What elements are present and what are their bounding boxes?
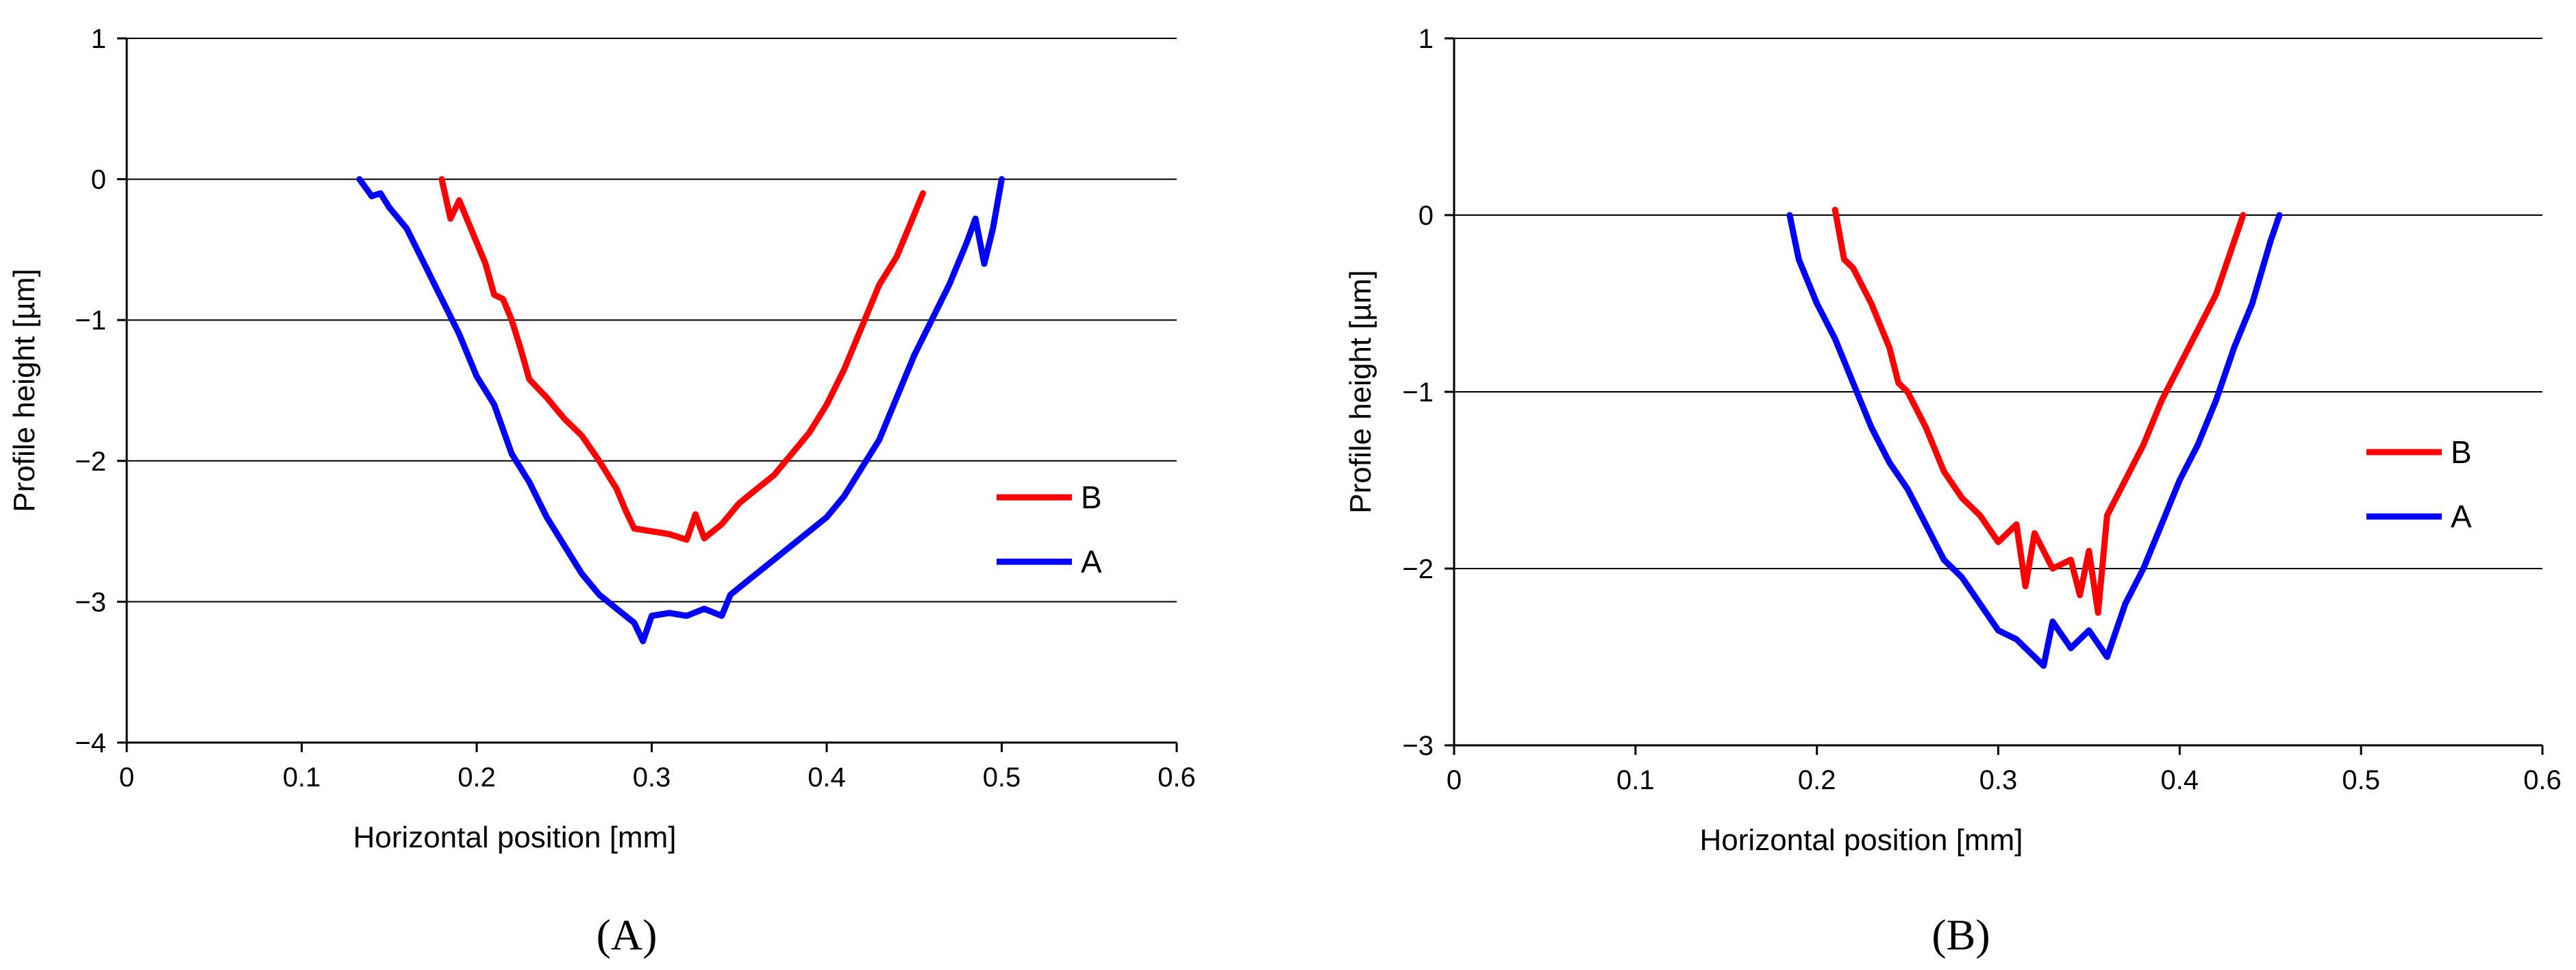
x-tick-label: 0.5 (983, 762, 1021, 793)
panel-label: (B) (1931, 910, 1990, 959)
series-line-a (356, 176, 1005, 645)
legend-label-a: A (2451, 499, 2472, 534)
series-line-b (438, 176, 926, 543)
y-tick-label: 1 (1418, 24, 1434, 54)
legend-label-b: B (2451, 434, 2472, 470)
y-tick-label: −3 (75, 587, 106, 617)
x-tick-label: 0.3 (633, 762, 671, 793)
x-tick-label: 0.2 (1798, 765, 1836, 795)
y-tick-label: −1 (75, 306, 106, 336)
x-tick-label: 0.5 (2342, 765, 2380, 795)
panel-label: (A) (597, 910, 658, 959)
x-axis-title: Horizontal position [mm] (1700, 823, 2023, 857)
x-tick-label: 0.4 (808, 762, 846, 793)
x-tick-label: 0.1 (283, 762, 321, 793)
series-line-b (1831, 206, 2247, 616)
x-tick-label: 0.3 (1979, 765, 2018, 795)
y-tick-label: 0 (91, 165, 106, 195)
x-axis-title: Horizontal position [mm] (353, 821, 677, 854)
chart-panel-b: 1 0 −1 −2 −3 0 0.1 0.2 0.3 0.4 0.5 0.6 Horizontal po… (1344, 24, 2562, 959)
series-line-a (1786, 212, 2283, 669)
y-tick-label: −2 (75, 447, 106, 477)
x-tick-label: 0.4 (2161, 765, 2199, 795)
y-tick-label: −4 (75, 728, 106, 758)
y-tick-label: −2 (1402, 554, 1434, 584)
legend-label-a: A (1081, 544, 1102, 580)
y-tick-label: 1 (91, 24, 106, 54)
y-tick-label: −1 (1402, 377, 1434, 408)
y-tick-label: 0 (1418, 201, 1434, 231)
y-axis-title: Profile height [µm] (1344, 270, 1377, 514)
y-axis-title: Profile height [µm] (8, 269, 41, 512)
x-tick-label: 0.1 (1616, 765, 1655, 795)
x-tick-label: 0 (1447, 765, 1462, 795)
x-tick-label: 0.2 (458, 762, 496, 793)
x-tick-label: 0.6 (1158, 762, 1196, 793)
x-tick-label: 0.6 (2523, 765, 2562, 795)
x-tick-label: 0 (119, 762, 134, 793)
chart-panel-a: 1 0 −1 −2 −3 −4 0 0.1 0.2 0.3 0.4 0.5 0.6 Horizontal … (8, 24, 1196, 959)
y-tick-label: −3 (1402, 731, 1434, 761)
legend-label-b: B (1081, 480, 1102, 515)
